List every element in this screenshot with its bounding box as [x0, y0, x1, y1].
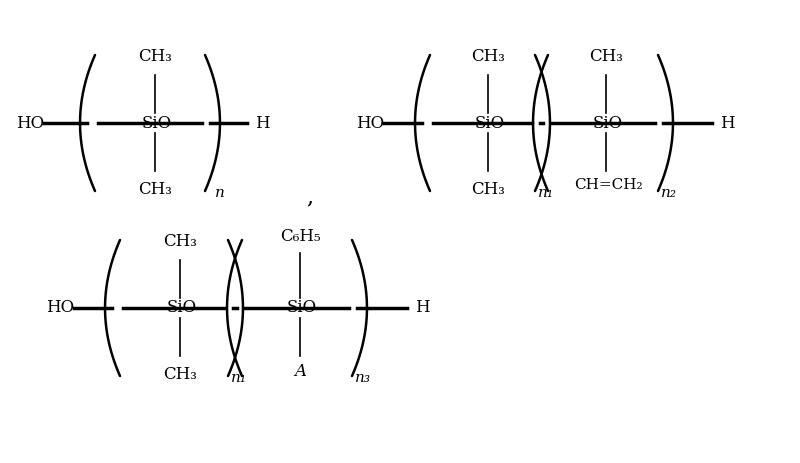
Text: HO: HO: [16, 114, 44, 131]
Text: CH=CH₂: CH=CH₂: [574, 178, 642, 192]
Text: CH₃: CH₃: [163, 366, 197, 383]
Text: H: H: [720, 114, 734, 131]
Text: n₂: n₂: [661, 186, 677, 200]
Text: n₁: n₁: [231, 371, 247, 385]
Text: CH₃: CH₃: [138, 48, 172, 65]
Text: A: A: [294, 363, 306, 380]
Text: CH₃: CH₃: [589, 48, 623, 65]
Text: SiO: SiO: [167, 300, 197, 317]
Text: SiO: SiO: [593, 114, 623, 131]
Text: C₆H₅: C₆H₅: [280, 228, 320, 245]
Text: CH₃: CH₃: [471, 48, 505, 65]
Text: n₃: n₃: [355, 371, 371, 385]
Text: CH₃: CH₃: [471, 181, 505, 198]
Text: n₁: n₁: [538, 186, 554, 200]
Text: H: H: [415, 300, 430, 317]
Text: SiO: SiO: [475, 114, 505, 131]
Text: CH₃: CH₃: [138, 181, 172, 198]
Text: HO: HO: [356, 114, 384, 131]
Text: HO: HO: [46, 300, 74, 317]
Text: H: H: [255, 114, 270, 131]
Text: SiO: SiO: [287, 300, 317, 317]
Text: ,: ,: [306, 186, 314, 208]
Text: SiO: SiO: [142, 114, 172, 131]
Text: CH₃: CH₃: [163, 233, 197, 250]
Text: n: n: [215, 186, 225, 200]
